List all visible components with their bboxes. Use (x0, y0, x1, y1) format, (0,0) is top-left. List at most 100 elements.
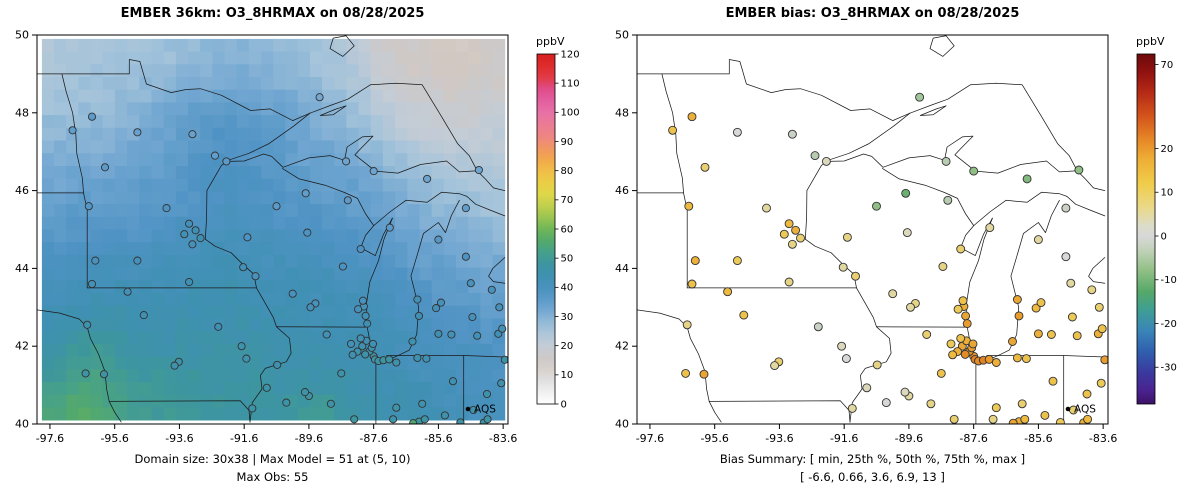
aqs-station-dot (941, 156, 951, 166)
aqs-station-dot (1046, 330, 1056, 339)
aqs-station-dot (338, 262, 347, 271)
aqs-station-dot (434, 235, 443, 244)
aqs-station-dot (784, 277, 794, 287)
aqs-legend-dot (1065, 406, 1071, 412)
aqs-station-dot (473, 331, 482, 340)
state-boundaries (37, 35, 508, 424)
aqs-station-dot (237, 342, 246, 351)
aqs-station-dot (1033, 235, 1043, 245)
svg-text:40: 40 (561, 283, 574, 294)
aqs-station-dot (872, 201, 881, 211)
svg-text:46: 46 (15, 184, 29, 197)
svg-text:-85.6: -85.6 (424, 432, 452, 445)
aqs-station-dot (1008, 418, 1018, 424)
aqs-station-dot (961, 311, 971, 321)
svg-text:-93.6: -93.6 (765, 432, 793, 445)
aqs-station-dot (99, 370, 109, 379)
aqs-station-dot (1100, 355, 1108, 365)
aqs-station-dot (762, 203, 771, 213)
aqs-station-dot (881, 398, 891, 408)
boundary-saginaw_bay (488, 257, 506, 284)
colorbar: 70 20 10 0 -10 -20 -30 ppbV (1136, 35, 1177, 405)
aqs-legend-label: AQS (474, 404, 496, 416)
aqs-station-dot (409, 419, 418, 424)
aqs-station-dot (810, 151, 820, 161)
aqs-station-dot (1008, 337, 1017, 346)
aqs-station-dot (418, 399, 427, 408)
aqs-station-dot (83, 320, 92, 329)
aqs-station-dot (969, 166, 979, 176)
aqs-station-dot (242, 354, 251, 363)
aqs-station-dot (474, 165, 483, 175)
aqs-station-dot (943, 195, 953, 205)
aqs-station-dot (962, 319, 972, 329)
aqs-legend: AQS (1065, 404, 1096, 416)
boundary-isle_royale (319, 105, 347, 116)
aqs-station-dot (991, 403, 1001, 413)
boundary-lm_south_east (966, 199, 1060, 361)
aqs-station-dot (1014, 311, 1024, 321)
aqs-station-dot (468, 312, 477, 322)
aqs-station-dot (322, 330, 331, 339)
aqs-legend: AQS (465, 404, 496, 416)
aqs-station-dot (436, 298, 446, 307)
aqs-station-dot (191, 226, 200, 235)
aqs-station-dot (348, 350, 357, 359)
aqs-station-dot (732, 256, 742, 266)
boundary-superior_north_on (909, 82, 1078, 172)
boundary-wi_mi (282, 168, 375, 226)
aqs-station-dot (162, 204, 171, 213)
aqs-station-dot (1087, 285, 1097, 295)
bias-caption-summary-labels: Bias Summary: [ min, 25th %, 50th %, 75t… (719, 452, 1026, 466)
svg-text:-83.6: -83.6 (489, 432, 517, 445)
boundary-lm_west (966, 217, 993, 328)
aqs-station-dot (392, 358, 401, 367)
aqs-station-dot (440, 411, 449, 420)
aqs-station-dot (958, 296, 968, 306)
aqs-station-dot (303, 228, 312, 237)
aqs-station-dot (791, 225, 801, 235)
aqs-station-dot (483, 415, 492, 424)
aqs-station-dot (282, 398, 291, 407)
boundary-mississippi (804, 161, 892, 423)
boundary-mackinac_huron (1066, 196, 1106, 217)
aqs-station-dot (497, 379, 506, 388)
aqs-station-dot (949, 414, 959, 424)
aqs-station-dot (432, 304, 441, 313)
aqs-station-dot (1021, 354, 1031, 364)
colorbar-title: ppbV (536, 35, 565, 48)
aqs-station-dot (926, 399, 936, 409)
aqs-station-dot (684, 201, 694, 211)
svg-text:0: 0 (561, 399, 567, 410)
aqs-station-dot (346, 339, 356, 348)
state-boundaries (637, 35, 1108, 424)
aqs-station-dot (838, 262, 848, 272)
aqs-station-dot (461, 204, 470, 213)
aqs-station-dot (170, 361, 179, 370)
aqs-station-dot (423, 174, 432, 183)
aqs-station-dot (447, 330, 456, 339)
aqs-station-dot (1066, 278, 1076, 288)
x-axis: -97.6 -95.6 -93.6 -91.6 -89.6 -87.6 -85.6 -83.6 (36, 424, 517, 445)
y-axis: 40 42 44 46 48 50 (615, 29, 637, 431)
aqs-station-dot (385, 355, 394, 364)
aqs-station-dot (368, 339, 378, 348)
x-axis: -97.6 -95.6 -93.6 -91.6 -89.6 -87.6 -85.6 -83.6 (636, 424, 1117, 445)
aqs-station-dot (456, 418, 465, 424)
aqs-station-dot (87, 279, 97, 289)
aqs-station-dot (413, 295, 422, 304)
aqs-station-dot (273, 360, 282, 369)
svg-text:20: 20 (561, 341, 574, 352)
aqs-station-dot (948, 350, 958, 360)
aqs-station-dot (851, 271, 860, 281)
svg-text:70: 70 (1161, 60, 1174, 71)
svg-text:80: 80 (561, 166, 574, 177)
model-map-svg: -97.6 -95.6 -93.6 -91.6 -89.6 -87.6 -85.6 -83.6… (15, 29, 580, 446)
aqs-station-dot (408, 337, 417, 346)
svg-text:120: 120 (561, 49, 580, 60)
aqs-station-dot (953, 304, 963, 314)
aqs-station-dot (133, 128, 142, 137)
aqs-station-dot (842, 232, 852, 242)
aqs-station-dot (1012, 295, 1022, 304)
boundary-superior_south (227, 135, 478, 174)
